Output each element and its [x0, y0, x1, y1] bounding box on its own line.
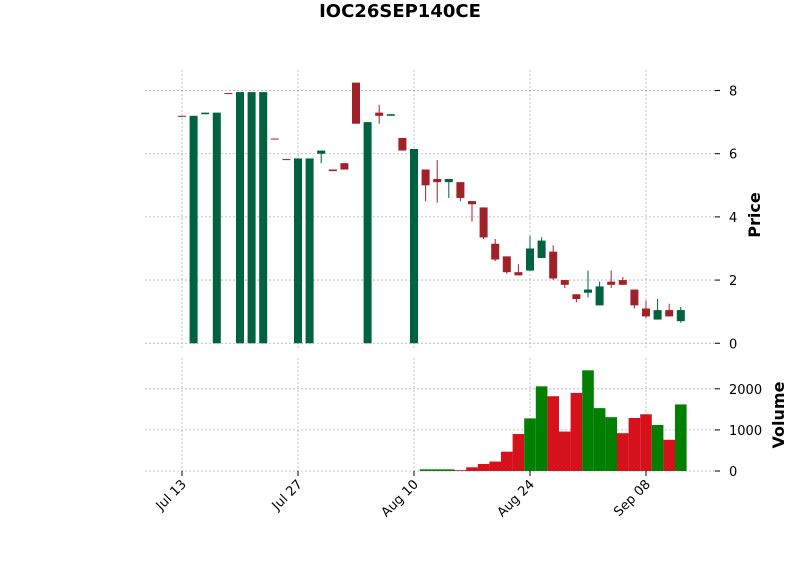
candle-body [572, 294, 581, 300]
candle-body [317, 150, 326, 154]
volume-bar [651, 424, 664, 471]
y-tick-label: 6 [729, 148, 737, 163]
volume-bar [605, 417, 617, 471]
volume-bar [593, 408, 606, 471]
volume-bar [512, 434, 525, 471]
candle-body [236, 92, 244, 344]
candle-body [665, 310, 674, 317]
candle-body [340, 163, 349, 170]
candle-body [468, 201, 476, 205]
candle-body [294, 158, 302, 344]
candle-body [642, 308, 650, 317]
candle-body [421, 169, 430, 186]
candle-body [456, 182, 465, 198]
candle-body [537, 240, 546, 258]
volume-tick-label: 2000 [729, 383, 762, 398]
volume-bar [640, 414, 652, 471]
candle-body [282, 159, 291, 161]
candle-body [618, 280, 627, 285]
candle-body [363, 122, 372, 344]
volume-bar [559, 431, 571, 471]
candle-body [305, 158, 314, 344]
x-tick-label: Aug 24 [495, 477, 538, 520]
candle-body [212, 112, 221, 344]
volume-tick-label: 1000 [729, 424, 762, 439]
x-tick-label: Jul 13 [153, 477, 190, 514]
candle-body [375, 112, 384, 116]
candle-body [189, 115, 198, 344]
volume-bar [570, 392, 583, 471]
candle-body [410, 148, 418, 344]
y-tick-label: 8 [729, 85, 737, 100]
x-tick-label: Sep 08 [611, 477, 654, 520]
candle-body [630, 289, 639, 306]
candle-body [328, 169, 337, 172]
y-tick-label: 4 [729, 211, 737, 226]
volume-bar [419, 469, 432, 471]
volume-bar [675, 404, 687, 471]
candle-body [259, 92, 268, 344]
candle-body [433, 178, 442, 183]
volume-bar [663, 439, 675, 471]
volume-bar [628, 417, 641, 471]
volume-bar [582, 370, 594, 471]
candle-body [526, 248, 534, 271]
candle-body [479, 207, 488, 238]
candle-body [584, 289, 592, 293]
candle-body [560, 280, 569, 285]
candle-body [502, 256, 511, 273]
candle-body [491, 243, 500, 260]
candle-body [398, 137, 407, 151]
volume-tick-label: 0 [729, 465, 737, 480]
candle-body [607, 281, 616, 285]
candle-body [444, 178, 453, 183]
volume-bar [489, 461, 501, 471]
candle-body [178, 115, 186, 117]
x-tick-label: Jul 27 [269, 477, 306, 514]
x-tick-label: Aug 10 [379, 477, 422, 520]
candle-body [270, 138, 279, 140]
candle-body [676, 310, 685, 322]
candle-body [352, 82, 360, 124]
candle-body [386, 114, 395, 116]
candle-body [595, 286, 604, 306]
volume-bar [454, 470, 467, 471]
volume-bar [431, 469, 443, 471]
candle-body [514, 272, 523, 276]
volume-axis-label: Volume [769, 381, 788, 448]
volume-bar [443, 469, 455, 471]
volume-bar [535, 386, 548, 471]
volume-bar [524, 418, 536, 471]
y-axis-label: Price [745, 192, 764, 238]
candle-body [549, 251, 558, 279]
candle-body [247, 92, 256, 344]
volume-bar [477, 464, 490, 471]
volume-bar [617, 433, 629, 471]
candle-body [201, 112, 210, 115]
volume-bar [501, 451, 513, 471]
candle-body [653, 310, 662, 320]
y-tick-label: 2 [729, 274, 737, 289]
volume-bar [547, 396, 559, 471]
volume-bar [466, 467, 478, 471]
chart-title: IOC26SEP140CE [319, 1, 481, 22]
candle-body [224, 93, 233, 95]
y-tick-label: 0 [729, 337, 737, 352]
